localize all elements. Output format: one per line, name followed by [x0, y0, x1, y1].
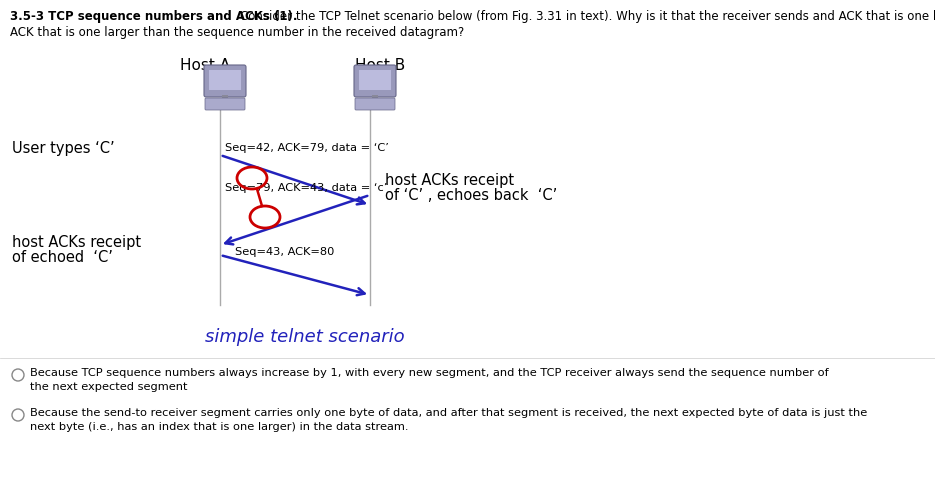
FancyBboxPatch shape [359, 70, 391, 90]
Bar [363, 103, 387, 108]
Bar [213, 103, 237, 108]
Bar [372, 95, 378, 103]
Text: host ACKs receipt: host ACKs receipt [385, 172, 514, 188]
Text: 3.5-3 TCP sequence numbers and ACKs (1).: 3.5-3 TCP sequence numbers and ACKs (1). [10, 10, 297, 23]
Text: the next expected segment: the next expected segment [30, 382, 188, 392]
Text: of ‘C’ , echoes back  ‘C’: of ‘C’ , echoes back ‘C’ [385, 189, 557, 204]
Text: User types ‘C’: User types ‘C’ [12, 141, 115, 156]
Text: next byte (i.e., has an index that is one larger) in the data stream.: next byte (i.e., has an index that is on… [30, 422, 409, 432]
Text: of echoed  ‘C’: of echoed ‘C’ [12, 251, 113, 265]
FancyBboxPatch shape [205, 98, 245, 110]
Text: host ACKs receipt: host ACKs receipt [12, 235, 141, 250]
Text: simple telnet scenario: simple telnet scenario [205, 328, 405, 346]
Circle shape [12, 409, 24, 421]
Text: Host A: Host A [180, 58, 230, 73]
FancyBboxPatch shape [204, 65, 246, 97]
FancyBboxPatch shape [354, 65, 396, 97]
Text: Host B: Host B [355, 58, 405, 73]
Circle shape [12, 369, 24, 381]
Text: Seq=42, ACK=79, data = ‘C’: Seq=42, ACK=79, data = ‘C’ [225, 143, 389, 153]
Text: Seq=79, ACK=43, data = ‘c’: Seq=79, ACK=43, data = ‘c’ [225, 183, 387, 193]
Text: Seq=43, ACK=80: Seq=43, ACK=80 [235, 247, 335, 257]
Bar [222, 95, 228, 103]
FancyBboxPatch shape [355, 98, 395, 110]
Text: Because the send-to receiver segment carries only one byte of data, and after th: Because the send-to receiver segment car… [30, 408, 868, 418]
FancyBboxPatch shape [209, 70, 241, 90]
Text: ACK that is one larger than the sequence number in the received datagram?: ACK that is one larger than the sequence… [10, 26, 465, 39]
Text: Consider the TCP Telnet scenario below (from Fig. 3.31 in text). Why is it that : Consider the TCP Telnet scenario below (… [240, 10, 935, 23]
Text: Because TCP sequence numbers always increase by 1, with every new segment, and t: Because TCP sequence numbers always incr… [30, 368, 828, 378]
